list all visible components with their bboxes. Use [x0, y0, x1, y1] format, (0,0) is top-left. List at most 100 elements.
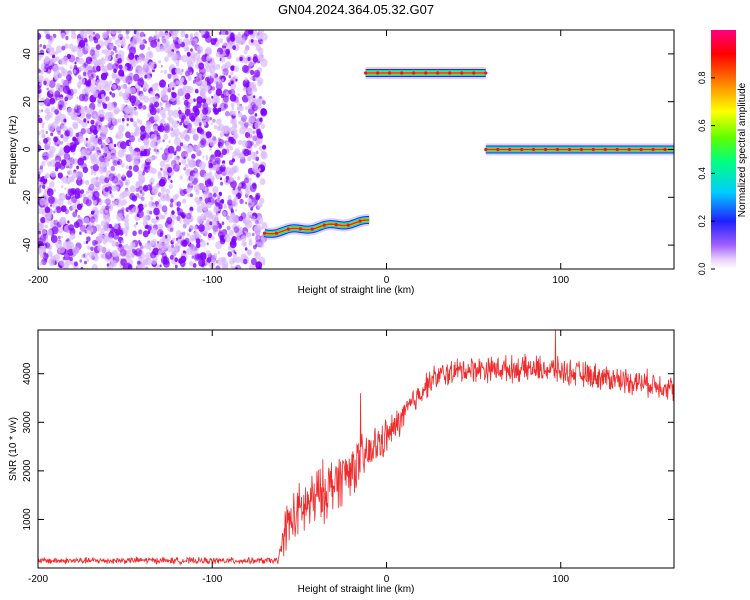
snr-frame — [37, 329, 675, 569]
noise-speckle — [184, 163, 189, 169]
noise-speckle — [149, 210, 153, 215]
noise-speckle — [79, 259, 82, 263]
noise-speckle — [161, 235, 166, 241]
noise-speckle — [204, 85, 211, 92]
noise-speckle — [247, 136, 250, 140]
spectrogram-y-axis-label: Frequency (Hz) — [8, 116, 19, 185]
noise-speckle — [196, 215, 204, 224]
noise-speckle — [140, 107, 144, 111]
track-core — [264, 219, 370, 235]
noise-speckle — [219, 238, 226, 245]
noise-speckle — [187, 76, 192, 81]
noise-speckle — [229, 79, 234, 85]
x-tick-label: 0 — [384, 574, 390, 585]
noise-speckle — [148, 200, 154, 208]
noise-speckle — [132, 230, 137, 237]
noise-speckle — [173, 156, 177, 161]
track-peak — [346, 223, 350, 227]
track-peak — [591, 147, 595, 152]
noise-speckle — [151, 257, 158, 265]
noise-speckle — [65, 35, 69, 41]
noise-speckle — [205, 97, 212, 106]
noise-speckle — [203, 190, 210, 199]
noise-speckle — [97, 102, 102, 108]
noise-speckle — [45, 130, 48, 135]
track-peak — [358, 219, 362, 223]
noise-speckle — [145, 214, 151, 221]
noise-speckle — [241, 114, 247, 122]
noise-speckle — [62, 56, 69, 64]
noise-speckle — [206, 178, 212, 185]
x-tick-label: 100 — [552, 275, 569, 286]
noise-speckle — [211, 235, 215, 241]
noise-speckle — [92, 199, 98, 206]
noise-speckle — [198, 161, 206, 170]
noise-speckle — [165, 195, 170, 201]
track-peak — [472, 71, 476, 75]
noise-speckle — [48, 39, 53, 45]
noise-speckle — [47, 150, 54, 159]
noise-speckle — [64, 208, 70, 215]
noise-speckle — [118, 69, 125, 77]
noise-speckle — [70, 188, 77, 195]
noise-speckle — [133, 165, 139, 172]
noise-speckle — [238, 139, 243, 145]
noise-speckle — [107, 139, 110, 143]
noise-speckle — [155, 82, 159, 87]
noise-speckle — [217, 251, 220, 255]
figure-title: GN04.2024.364.05.32.G07 — [278, 2, 434, 17]
noise-speckle — [86, 117, 90, 121]
noise-speckle — [232, 45, 237, 50]
noise-speckle — [38, 207, 44, 215]
noise-speckle — [137, 78, 145, 87]
noise-speckle — [196, 242, 201, 249]
noise-speckle — [90, 246, 94, 251]
noise-speckle — [106, 263, 110, 267]
noise-speckle — [230, 180, 237, 189]
noise-speckle — [38, 54, 42, 61]
noise-speckle — [204, 186, 209, 192]
noise-speckle — [228, 203, 234, 210]
noise-speckle — [149, 102, 154, 109]
noise-speckle — [229, 176, 234, 183]
noise-speckle — [140, 152, 144, 157]
noise-speckle — [224, 234, 231, 243]
noise-speckle — [242, 258, 248, 265]
noise-speckle — [160, 147, 163, 151]
noise-speckle — [82, 194, 87, 199]
noise-speckle — [66, 74, 72, 81]
track-peak — [579, 147, 584, 152]
noise-speckle — [188, 146, 194, 153]
colorbar-tick-label: 0.6 — [697, 119, 707, 132]
track-peak — [484, 147, 488, 152]
noise-speckle — [230, 36, 236, 42]
noise-speckle — [144, 57, 149, 63]
noise-speckle — [72, 171, 78, 179]
noise-speckle — [73, 69, 77, 74]
noise-speckle — [259, 95, 262, 100]
noise-speckle — [55, 126, 62, 133]
noise-speckle — [206, 242, 209, 246]
noise-speckle — [111, 175, 119, 184]
noise-speckle — [170, 51, 175, 57]
noise-speckle — [198, 258, 206, 267]
noise-speckle — [86, 236, 91, 242]
noise-speckle — [198, 123, 202, 127]
noise-speckle — [151, 227, 158, 235]
noise-speckle — [115, 198, 122, 206]
noise-speckle — [157, 125, 162, 132]
noise-speckle — [80, 266, 84, 269]
noise-speckle — [229, 94, 237, 102]
noise-speckle — [85, 80, 91, 87]
y-tick-label: 1000 — [22, 508, 33, 531]
noise-speckle — [261, 226, 264, 230]
noise-speckle — [73, 221, 80, 229]
noise-speckle — [45, 33, 51, 40]
noise-speckle — [195, 145, 201, 152]
noise-speckle — [245, 201, 248, 205]
noise-speckle — [38, 230, 42, 235]
noise-speckle — [248, 238, 252, 243]
noise-speckle — [195, 76, 202, 84]
noise-speckle — [184, 70, 190, 77]
noise-speckle — [140, 145, 145, 151]
